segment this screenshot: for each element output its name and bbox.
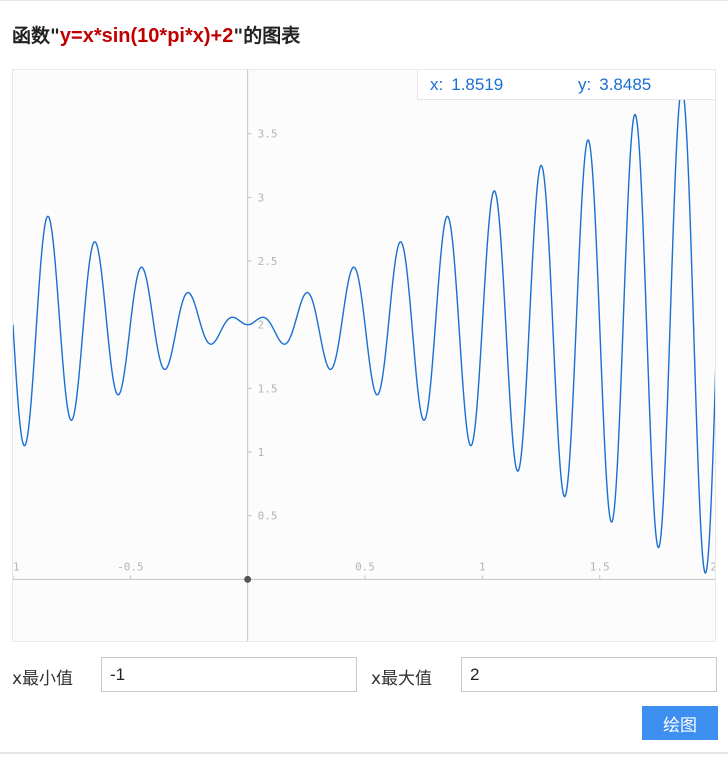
xmax-label: x最大值 bbox=[371, 664, 432, 689]
function-curve bbox=[13, 89, 716, 573]
title-prefix: 函数" bbox=[12, 25, 60, 47]
xmin-label: x最小值 bbox=[12, 664, 73, 689]
x-tick-label: 0.5 bbox=[355, 560, 375, 573]
title-suffix: "的图表 bbox=[233, 25, 300, 47]
draw-button[interactable]: 绘图 bbox=[642, 706, 718, 740]
readout-y-label: y: bbox=[578, 75, 591, 94]
x-tick-label: 1 bbox=[479, 560, 486, 573]
top-border bbox=[0, 0, 728, 1]
readout-x: x: 1.8519 bbox=[430, 75, 503, 95]
bottom-border bbox=[0, 752, 728, 754]
origin-marker bbox=[244, 576, 251, 583]
x-tick-label: 1.5 bbox=[590, 560, 610, 573]
y-tick-label: 3 bbox=[258, 191, 265, 204]
title-function: y=x*sin(10*pi*x)+2 bbox=[60, 25, 233, 47]
y-tick-label: 2.5 bbox=[258, 255, 278, 268]
y-tick-label: 3.5 bbox=[258, 128, 278, 141]
plot-svg[interactable]: 1 -0.5 0.5 1 1.5 2 0.5 1 1.5 2 2.5 3 3.5 bbox=[13, 70, 716, 642]
readout-y: y: 3.8485 bbox=[578, 75, 651, 95]
readout-x-label: x: bbox=[430, 75, 443, 94]
y-tick-label: 0.5 bbox=[258, 510, 278, 523]
y-tick-label: 1.5 bbox=[258, 382, 278, 395]
y-tick-label: 1 bbox=[258, 446, 265, 459]
x-tick-label: 1 bbox=[13, 560, 20, 573]
xmin-input[interactable] bbox=[101, 657, 357, 692]
page-title: 函数"y=x*sin(10*pi*x)+2"的图表 bbox=[12, 21, 300, 48]
readout-y-value: 3.8485 bbox=[599, 75, 651, 94]
y-tick-label: 2 bbox=[258, 319, 265, 332]
chart-area[interactable]: 1 -0.5 0.5 1 1.5 2 0.5 1 1.5 2 2.5 3 3.5 x: 1.8519 y:… bbox=[12, 69, 716, 642]
x-tick-label: 2 bbox=[710, 560, 716, 573]
readout-x-value: 1.8519 bbox=[451, 75, 503, 94]
x-tick-label: -0.5 bbox=[117, 560, 144, 573]
coordinate-readout: x: 1.8519 y: 3.8485 bbox=[417, 70, 716, 100]
xmax-input[interactable] bbox=[461, 657, 717, 692]
